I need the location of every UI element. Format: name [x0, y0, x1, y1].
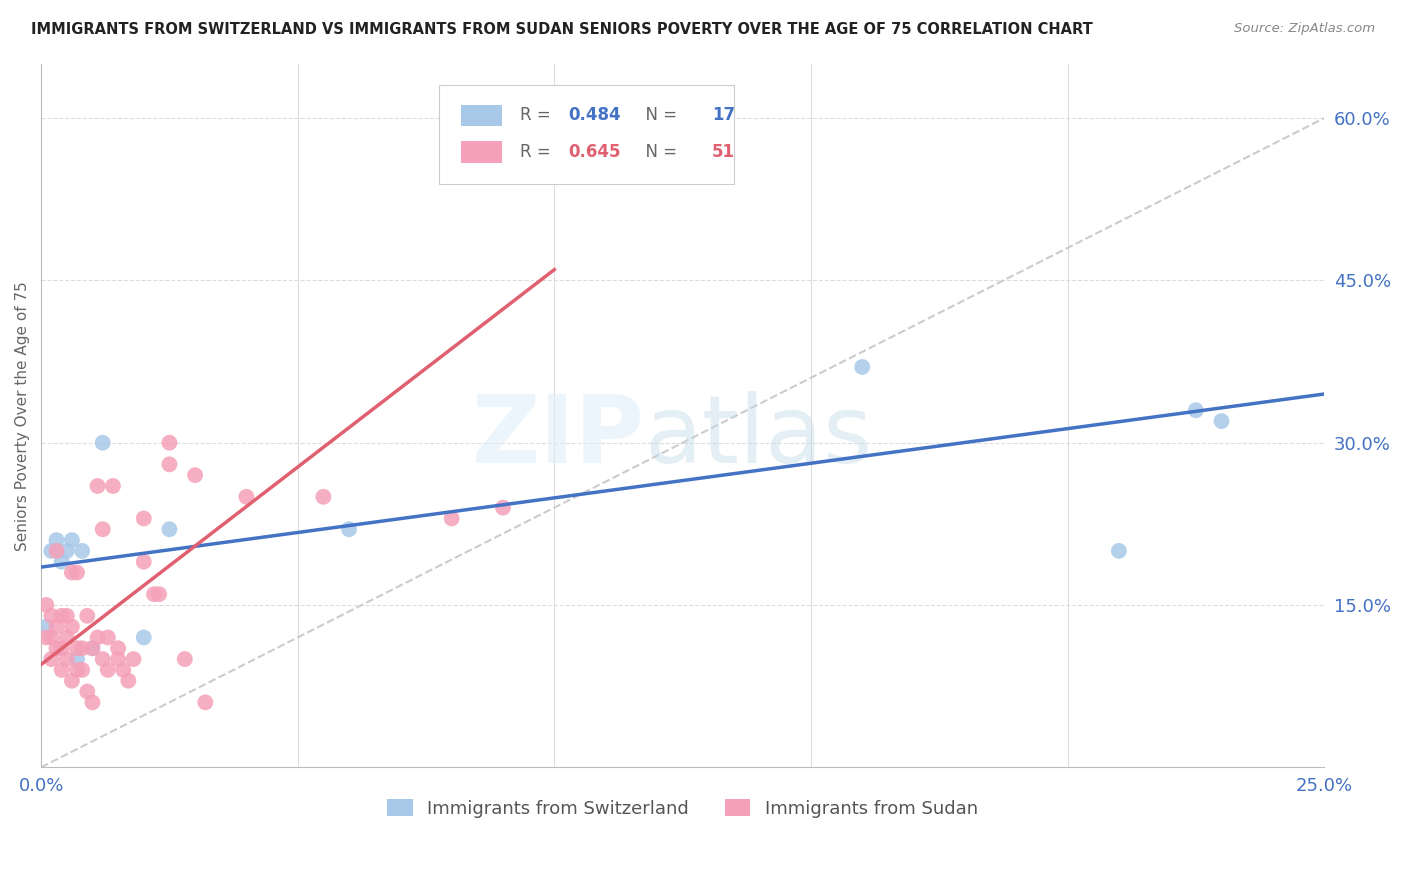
- Point: [337, 522, 360, 536]
- Point: [45, 641, 67, 656]
- Text: R =: R =: [520, 143, 555, 161]
- Point: [41, 544, 63, 558]
- Y-axis label: Seniors Poverty Over the Age of 75: Seniors Poverty Over the Age of 75: [15, 281, 30, 550]
- Point: [1185, 403, 1208, 417]
- Point: [55, 631, 77, 645]
- Text: 17: 17: [713, 106, 735, 124]
- Point: [440, 511, 463, 525]
- Point: [41, 608, 63, 623]
- Point: [55, 608, 77, 623]
- Point: [66, 641, 89, 656]
- Point: [492, 500, 515, 515]
- Text: IMMIGRANTS FROM SWITZERLAND VS IMMIGRANTS FROM SUDAN SENIORS POVERTY OVER THE AG: IMMIGRANTS FROM SWITZERLAND VS IMMIGRANT…: [31, 22, 1092, 37]
- Point: [143, 587, 166, 601]
- Point: [45, 544, 67, 558]
- Point: [112, 663, 135, 677]
- Text: N =: N =: [636, 143, 682, 161]
- Point: [157, 458, 180, 472]
- Point: [60, 673, 83, 688]
- Point: [157, 435, 180, 450]
- Point: [60, 566, 83, 580]
- Text: ZIP: ZIP: [471, 391, 644, 483]
- Point: [51, 555, 73, 569]
- Text: 51: 51: [713, 143, 735, 161]
- Text: Source: ZipAtlas.com: Source: ZipAtlas.com: [1234, 22, 1375, 36]
- Point: [184, 468, 207, 483]
- Point: [45, 619, 67, 633]
- Point: [851, 359, 873, 374]
- Point: [51, 608, 73, 623]
- Point: [132, 555, 155, 569]
- Point: [60, 619, 83, 633]
- Point: [66, 663, 89, 677]
- Point: [60, 533, 83, 547]
- Point: [117, 673, 139, 688]
- Point: [82, 695, 104, 709]
- Point: [1211, 414, 1233, 428]
- Point: [35, 619, 58, 633]
- Text: 0.645: 0.645: [568, 143, 621, 161]
- Point: [107, 641, 129, 656]
- Point: [1108, 544, 1130, 558]
- Point: [35, 631, 58, 645]
- Point: [157, 522, 180, 536]
- Point: [91, 435, 114, 450]
- Point: [122, 652, 145, 666]
- Point: [55, 652, 77, 666]
- FancyBboxPatch shape: [461, 105, 502, 126]
- Point: [132, 511, 155, 525]
- Point: [70, 544, 93, 558]
- Point: [76, 608, 98, 623]
- Point: [91, 652, 114, 666]
- Point: [148, 587, 170, 601]
- Point: [41, 652, 63, 666]
- Point: [107, 652, 129, 666]
- Text: atlas: atlas: [644, 391, 872, 483]
- Point: [70, 641, 93, 656]
- Point: [97, 663, 120, 677]
- FancyBboxPatch shape: [461, 142, 502, 162]
- Point: [35, 598, 58, 612]
- Point: [70, 663, 93, 677]
- Point: [86, 631, 108, 645]
- Point: [312, 490, 335, 504]
- Legend: Immigrants from Switzerland, Immigrants from Sudan: Immigrants from Switzerland, Immigrants …: [380, 792, 986, 825]
- Text: 0.484: 0.484: [568, 106, 621, 124]
- Point: [86, 479, 108, 493]
- Point: [91, 522, 114, 536]
- Point: [66, 566, 89, 580]
- Point: [82, 641, 104, 656]
- Point: [51, 663, 73, 677]
- Text: N =: N =: [636, 106, 682, 124]
- Point: [45, 533, 67, 547]
- Point: [76, 684, 98, 698]
- FancyBboxPatch shape: [439, 85, 734, 184]
- Point: [82, 641, 104, 656]
- Point: [41, 631, 63, 645]
- Point: [97, 631, 120, 645]
- Point: [66, 652, 89, 666]
- Point: [194, 695, 217, 709]
- Point: [101, 479, 124, 493]
- Point: [173, 652, 195, 666]
- Text: R =: R =: [520, 106, 555, 124]
- Point: [55, 544, 77, 558]
- Point: [235, 490, 257, 504]
- Point: [51, 641, 73, 656]
- Point: [132, 631, 155, 645]
